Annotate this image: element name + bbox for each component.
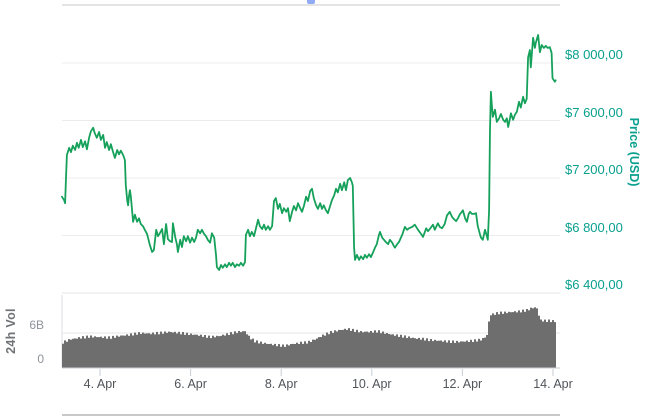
volume-bars [62,307,556,368]
volume-axis-tick-label: 6B [29,318,44,332]
price-axis-tick-label: $7 200,00 [565,162,623,177]
price-axis-tick-label: $6 400,00 [565,277,623,292]
x-axis-tick-label: 12. Apr [442,377,483,391]
x-axis-tick-label: 14. Apr [533,377,573,391]
price-axis-tick-label: $7 600,00 [565,104,623,120]
price-line [61,34,557,271]
x-axis-tick-label: 4. Apr [83,377,117,391]
price-axis-tick-label: $8 000,00 [565,47,623,62]
x-axis-tick-label: 8. Apr [264,377,298,391]
volume-axis-tick-label: 0 [37,352,44,366]
x-axis-tick-label: 6. Apr [174,377,207,391]
price-axis-tick-label: $6 800,00 [565,219,623,235]
chart-top-marker-icon [307,0,315,4]
x-axis-tick-label: 10. Apr [351,377,392,391]
